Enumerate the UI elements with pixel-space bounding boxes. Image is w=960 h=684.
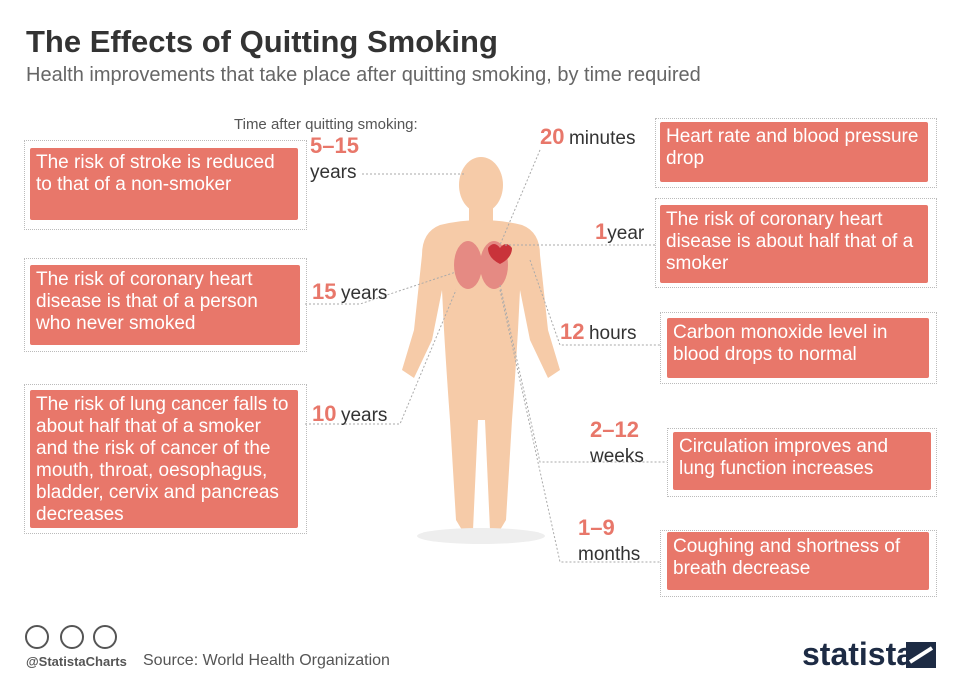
time-value: 1–9: [578, 515, 615, 540]
time-label: 15 years: [312, 280, 387, 307]
source: Source: World Health Organization: [143, 652, 390, 669]
time-label: Time after quitting smoking:: [234, 116, 418, 133]
time-value: 1: [595, 219, 608, 244]
effect-text: The risk of stroke is reduced to that of…: [30, 148, 298, 220]
box-frame: [24, 384, 307, 534]
time-unit: years: [310, 162, 357, 183]
time-label: 2–12 weeks: [590, 418, 644, 470]
license-icons: [25, 625, 117, 649]
time-unit: years: [340, 405, 388, 426]
title: The Effects of Quitting Smoking: [26, 24, 498, 59]
effect-text: Circulation improves and lung function i…: [673, 432, 931, 490]
time-label: 1year: [595, 220, 644, 247]
effect-text: Carbon monoxide level in blood drops to …: [667, 318, 929, 378]
time-value: 20: [540, 124, 565, 149]
box-frame: [660, 530, 937, 597]
time-value: 10: [312, 401, 337, 426]
effect-text: The risk of lung cancer falls to about h…: [30, 390, 298, 528]
time-unit: weeks: [590, 446, 644, 467]
time-unit: months: [578, 544, 641, 565]
time-label: 10 years: [312, 402, 387, 429]
effect-text: The risk of coronary heart disease is ab…: [660, 205, 928, 283]
time-unit: hours: [588, 323, 637, 344]
time-unit: minutes: [568, 128, 636, 149]
box-frame: [24, 140, 307, 230]
time-label: 20 minutes: [540, 125, 635, 152]
time-unit: years: [340, 283, 388, 304]
time-value: 5–15: [310, 133, 359, 158]
box-frame: [24, 258, 307, 352]
time-label: 5–15 years: [310, 134, 359, 186]
effect-text: Coughing and shortness of breath decreas…: [667, 532, 929, 590]
time-label: 12 hours: [560, 320, 636, 347]
time-value: 2–12: [590, 417, 639, 442]
time-value: 12: [560, 319, 585, 344]
time-value: 15: [312, 279, 337, 304]
brand: statista: [802, 636, 915, 672]
box-frame: [655, 198, 937, 288]
time-unit: year: [607, 223, 645, 244]
effect-text: The risk of coronary heart disease is th…: [30, 265, 300, 345]
box-frame: [667, 428, 937, 497]
subtitle: Health improvements that take place afte…: [26, 64, 701, 86]
handle: @StatistaCharts: [26, 654, 127, 669]
box-frame: [655, 118, 937, 188]
human-body: [402, 157, 560, 530]
brand-logo: [906, 642, 936, 668]
box-frame: [660, 312, 937, 384]
time-label: 1–9 months: [578, 516, 640, 568]
effect-text: Heart rate and blood pressure drop: [660, 122, 928, 182]
